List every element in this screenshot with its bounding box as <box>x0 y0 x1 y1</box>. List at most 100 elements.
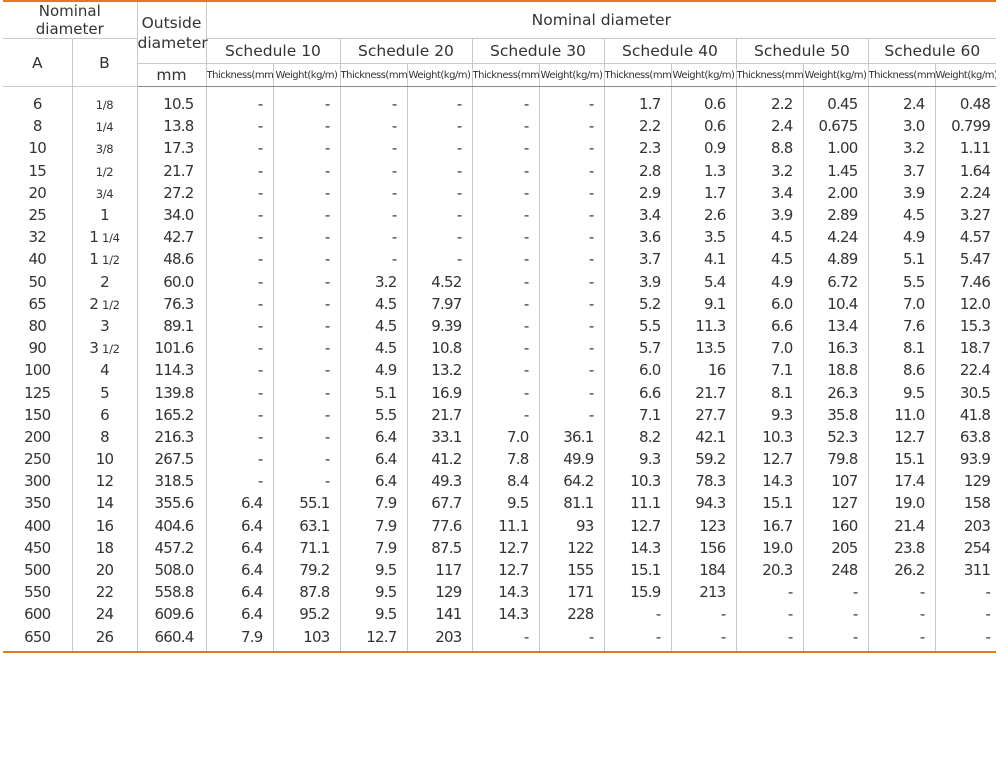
nominal-a-cell: 25 <box>3 203 73 227</box>
thickness-cell: 6.6 <box>604 381 672 404</box>
thickness-cell: 15.1 <box>868 448 936 471</box>
weight-cell: 63.8 <box>959 427 991 446</box>
weight-cell: - <box>273 137 341 160</box>
nominal-b-whole: 26 <box>95 627 114 646</box>
thickness-cell: - <box>472 625 540 653</box>
thickness-cell: 3.9 <box>604 270 672 293</box>
schedule-30-thickness-header: Thickness(mm) <box>472 63 540 87</box>
weight-cell: 248 <box>803 558 869 582</box>
schedule-40-header: Schedule 40 <box>604 38 737 64</box>
thickness-cell: - <box>206 359 274 382</box>
weight-cell: 4.1 <box>671 248 737 271</box>
thickness-cell: 19.0 <box>736 536 804 559</box>
weight-cell: - <box>273 381 341 404</box>
thickness-cell: - <box>472 337 540 360</box>
nominal-b-whole: 14 <box>95 494 114 513</box>
weight-cell: 87.5 <box>407 536 473 559</box>
weight-cell: 49.3 <box>407 470 473 493</box>
nominal-b-cell: 14 <box>72 492 138 515</box>
weight-cell: - <box>671 603 737 626</box>
weight-cell: - <box>407 181 473 204</box>
thickness-cell: 12.7 <box>868 425 936 448</box>
outside-diameter-cell: 34.0 <box>137 203 207 227</box>
thickness-cell: 3.7 <box>868 159 936 182</box>
table-row: 90 3 1/2 101.6- -4.5 10.8- -5.7 13.5 7.0 16.3 8.1… <box>3 337 996 360</box>
weight-cell: 141 <box>407 603 473 626</box>
weight-cell: 1.7 <box>671 181 737 204</box>
thickness-cell: 17.4 <box>868 470 936 493</box>
nominal-b-whole: 8 <box>100 427 110 446</box>
weight-cell: - <box>539 270 605 293</box>
weight-cell: 64.2 <box>539 470 605 493</box>
thickness-cell: - <box>604 603 672 626</box>
thickness-cell: 7.9 <box>340 492 408 515</box>
outside-diameter-cell: 558.8 <box>137 581 207 604</box>
table-row: 550 22 558.8 6.4 87.8 9.5 129 14.3 171 15.9 213- - -… <box>3 581 996 604</box>
thickness-cell: 3.6 <box>604 226 672 249</box>
thickness-cell: - <box>472 248 540 271</box>
weight-cell: 2.00 <box>803 181 869 204</box>
weight-cell: - <box>539 625 605 653</box>
weight-cell: 18.8 <box>803 359 869 382</box>
thickness-cell: - <box>340 137 408 160</box>
weight-cell: - <box>407 248 473 271</box>
outside-diameter-cell: 114.3 <box>137 359 207 382</box>
thickness-cell: 6.4 <box>206 581 274 604</box>
schedule-20-thickness-header: Thickness(mm) <box>340 63 408 87</box>
table-row: 20 3/4 27.2- - - - - -2.9 1.7 3.4 2.00 3.9 2.24 <box>3 181 996 204</box>
schedule-40-weight-header: Weight(kg/m) <box>671 63 737 87</box>
thickness-cell: - <box>206 470 274 493</box>
nominal-a-cell: 20 <box>3 181 73 204</box>
weight-cell: - <box>273 425 341 448</box>
weight-cell: - <box>273 314 341 338</box>
nominal-b-whole: 10 <box>95 450 114 469</box>
weight-cell: 1.64 <box>959 161 991 180</box>
nominal-b-whole: 12 <box>95 472 114 491</box>
thickness-cell: 15.1 <box>604 558 672 582</box>
thickness-cell: 8.1 <box>736 381 804 404</box>
weight-cell: - <box>539 115 605 138</box>
thickness-cell: 6.4 <box>340 470 408 493</box>
weight-cell: - <box>803 625 869 653</box>
thickness-cell: 4.5 <box>736 226 804 249</box>
outside-diameter-cell: 60.0 <box>137 270 207 293</box>
thickness-cell: 8.2 <box>604 425 672 448</box>
outside-diameter-cell: 10.5 <box>137 86 207 116</box>
nominal-a-cell: 65 <box>3 292 73 315</box>
thickness-cell: - <box>340 226 408 249</box>
nominal-b-whole: 2 <box>100 272 110 291</box>
thickness-cell: 9.5 <box>472 492 540 515</box>
table-row: 8 1/4 13.8- - - - - -2.2 0.6 2.4 0.675 3.0 0.799 <box>3 115 996 138</box>
outside-diameter-cell: 42.7 <box>137 226 207 249</box>
weight-cell: - <box>935 625 997 653</box>
outside-diameter-cell: 76.3 <box>137 292 207 315</box>
schedule-50-weight-header: Weight(kg/m) <box>803 63 869 87</box>
schedule-30-header: Schedule 30 <box>472 38 605 64</box>
thickness-cell: 7.0 <box>736 337 804 360</box>
thickness-cell: 7.1 <box>604 403 672 426</box>
nominal-b-whole: 6 <box>100 405 110 424</box>
nominal-b-cell: 1/4 <box>72 115 138 138</box>
weight-cell: 4.89 <box>803 248 869 271</box>
thickness-cell: 12.7 <box>340 625 408 653</box>
thickness-cell: 3.0 <box>868 115 936 138</box>
schedule-10-header: Schedule 10 <box>206 38 341 64</box>
thickness-cell: 15.9 <box>604 581 672 604</box>
column-a-header: A <box>3 38 73 87</box>
thickness-cell: - <box>472 159 540 182</box>
thickness-cell: - <box>206 314 274 338</box>
weight-cell: - <box>539 359 605 382</box>
weight-cell: - <box>539 159 605 182</box>
thickness-cell: 20.3 <box>736 558 804 582</box>
weight-cell: 156 <box>671 536 737 559</box>
thickness-cell: 9.5 <box>340 603 408 626</box>
thickness-cell: 6.4 <box>206 558 274 582</box>
weight-cell: 1.3 <box>671 159 737 182</box>
table-row: 400 16 404.6 6.4 63.1 7.9 77.6 11.1 93 12.7 123 16.… <box>3 514 996 537</box>
thickness-cell: 6.0 <box>736 292 804 315</box>
thickness-cell: 4.9 <box>340 359 408 382</box>
weight-cell: - <box>273 270 341 293</box>
schedule-40-thickness-header: Thickness(mm) <box>604 63 672 87</box>
weight-cell: 9.39 <box>407 314 473 338</box>
weight-cell: 129 <box>963 472 991 491</box>
